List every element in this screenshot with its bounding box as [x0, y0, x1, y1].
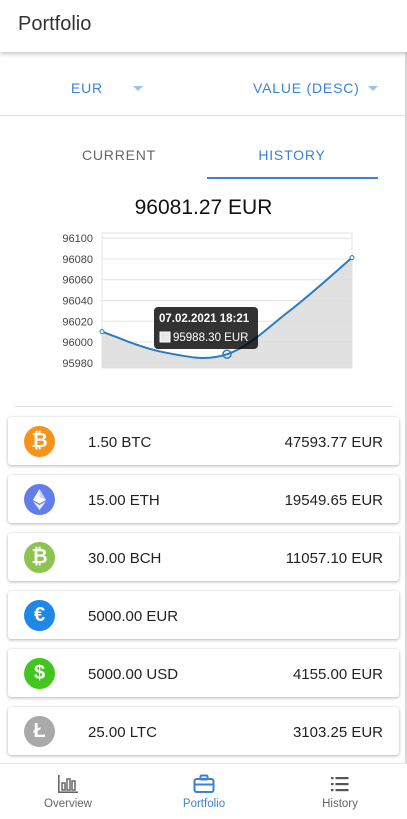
tooltip-value: 95988.30 EUR	[173, 332, 248, 344]
chevron-down-icon	[368, 86, 378, 91]
asset-value: 47593.77 EUR	[284, 434, 383, 451]
chevron-down-icon	[133, 86, 143, 91]
series-area	[102, 257, 352, 368]
tab-history[interactable]: HISTORY	[258, 147, 326, 163]
currency-select-value: EUR	[71, 80, 103, 96]
bitcoin-icon: ₿	[24, 426, 55, 457]
y-tick-label: 96000	[62, 337, 93, 349]
asset-amount: 15.00 ETH	[88, 492, 160, 509]
bar-chart-icon	[58, 775, 78, 793]
sort-select-value: VALUE (DESC)	[253, 80, 360, 96]
y-tick-label: 96020	[62, 316, 93, 328]
app-bar: Portfolio	[0, 0, 407, 52]
tooltip-swatch	[159, 331, 171, 343]
divider	[14, 406, 393, 407]
portfolio-total: 96081.27 EUR	[134, 196, 273, 219]
y-tick-label: 96080	[62, 254, 93, 266]
asset-amount: 5000.00 EUR	[88, 608, 179, 625]
bottom-navigation: Overview Portfolio History	[0, 763, 407, 819]
active-tab-indicator	[207, 177, 378, 179]
history-chart-svg: 96100 96080 96060 96040 96020 96000 95980 07.02…	[62, 232, 355, 370]
list-icon	[331, 777, 349, 792]
asset-card[interactable]: ₿ 30.00 BCH 11057.10 EUR	[8, 533, 399, 581]
y-tick-label: 95980	[62, 358, 93, 370]
scrollbar[interactable]	[405, 52, 407, 763]
nav-overview[interactable]: Overview	[0, 764, 136, 819]
ethereum-icon	[24, 484, 55, 515]
data-point	[349, 255, 355, 261]
asset-amount: 5000.00 USD	[88, 666, 179, 683]
nav-history-label: History	[322, 798, 358, 810]
euro-icon: €	[24, 600, 55, 631]
y-tick-label: 96040	[62, 296, 93, 308]
nav-portfolio[interactable]: Portfolio	[136, 764, 272, 819]
briefcase-icon	[193, 774, 215, 793]
currency-select[interactable]: EUR	[71, 80, 143, 96]
asset-value: 11057.10 EUR	[285, 550, 383, 567]
asset-card[interactable]: €5000.00 EUR	[8, 591, 399, 639]
series-line	[101, 256, 353, 359]
litecoin-icon: Ł	[24, 716, 55, 747]
hovered-data-point	[222, 349, 232, 359]
asset-card[interactable]: 15.00 ETH 19549.65 EUR	[8, 475, 399, 523]
y-tick-label: 96100	[62, 233, 93, 245]
nav-overview-label: Overview	[44, 798, 92, 810]
asset-amount: 25.00 LTC	[88, 724, 157, 741]
asset-value: 19549.65 EUR	[284, 492, 383, 509]
asset-amount: 1.50 BTC	[88, 434, 152, 451]
sort-select[interactable]: VALUE (DESC)	[253, 80, 378, 96]
history-chart[interactable]: 96100 96080 96060 96040 96020 96000 95980 07.02…	[0, 225, 407, 385]
chart-tooltip	[154, 307, 258, 349]
nav-history[interactable]: History	[272, 764, 407, 819]
asset-card[interactable]: ₿ 1.50 BTC 47593.77 EUR	[8, 417, 399, 465]
asset-amount: 30.00 BCH	[88, 550, 162, 567]
tab-current[interactable]: CURRENT	[81, 147, 157, 163]
page-title: Portfolio	[18, 13, 92, 35]
asset-card[interactable]: $5000.00 USD 4155.00 EUR	[8, 649, 399, 697]
nav-portfolio-label: Portfolio	[182, 798, 226, 810]
bitcoin-cash-icon: ₿	[24, 542, 55, 573]
filters-bar: EUR VALUE (DESC)	[0, 52, 407, 116]
view-tabs: CURRENT HISTORY	[0, 136, 407, 180]
y-tick-label: 96060	[62, 275, 93, 287]
asset-value: 4155.00 EUR	[292, 666, 383, 683]
tooltip-title: 07.02.2021 18:21	[159, 313, 250, 325]
data-point	[99, 329, 105, 335]
asset-card[interactable]: Ł 25.00 LTC 3103.25 EUR	[8, 707, 399, 755]
dollar-icon: $	[24, 658, 55, 689]
asset-value: 3103.25 EUR	[292, 724, 383, 741]
